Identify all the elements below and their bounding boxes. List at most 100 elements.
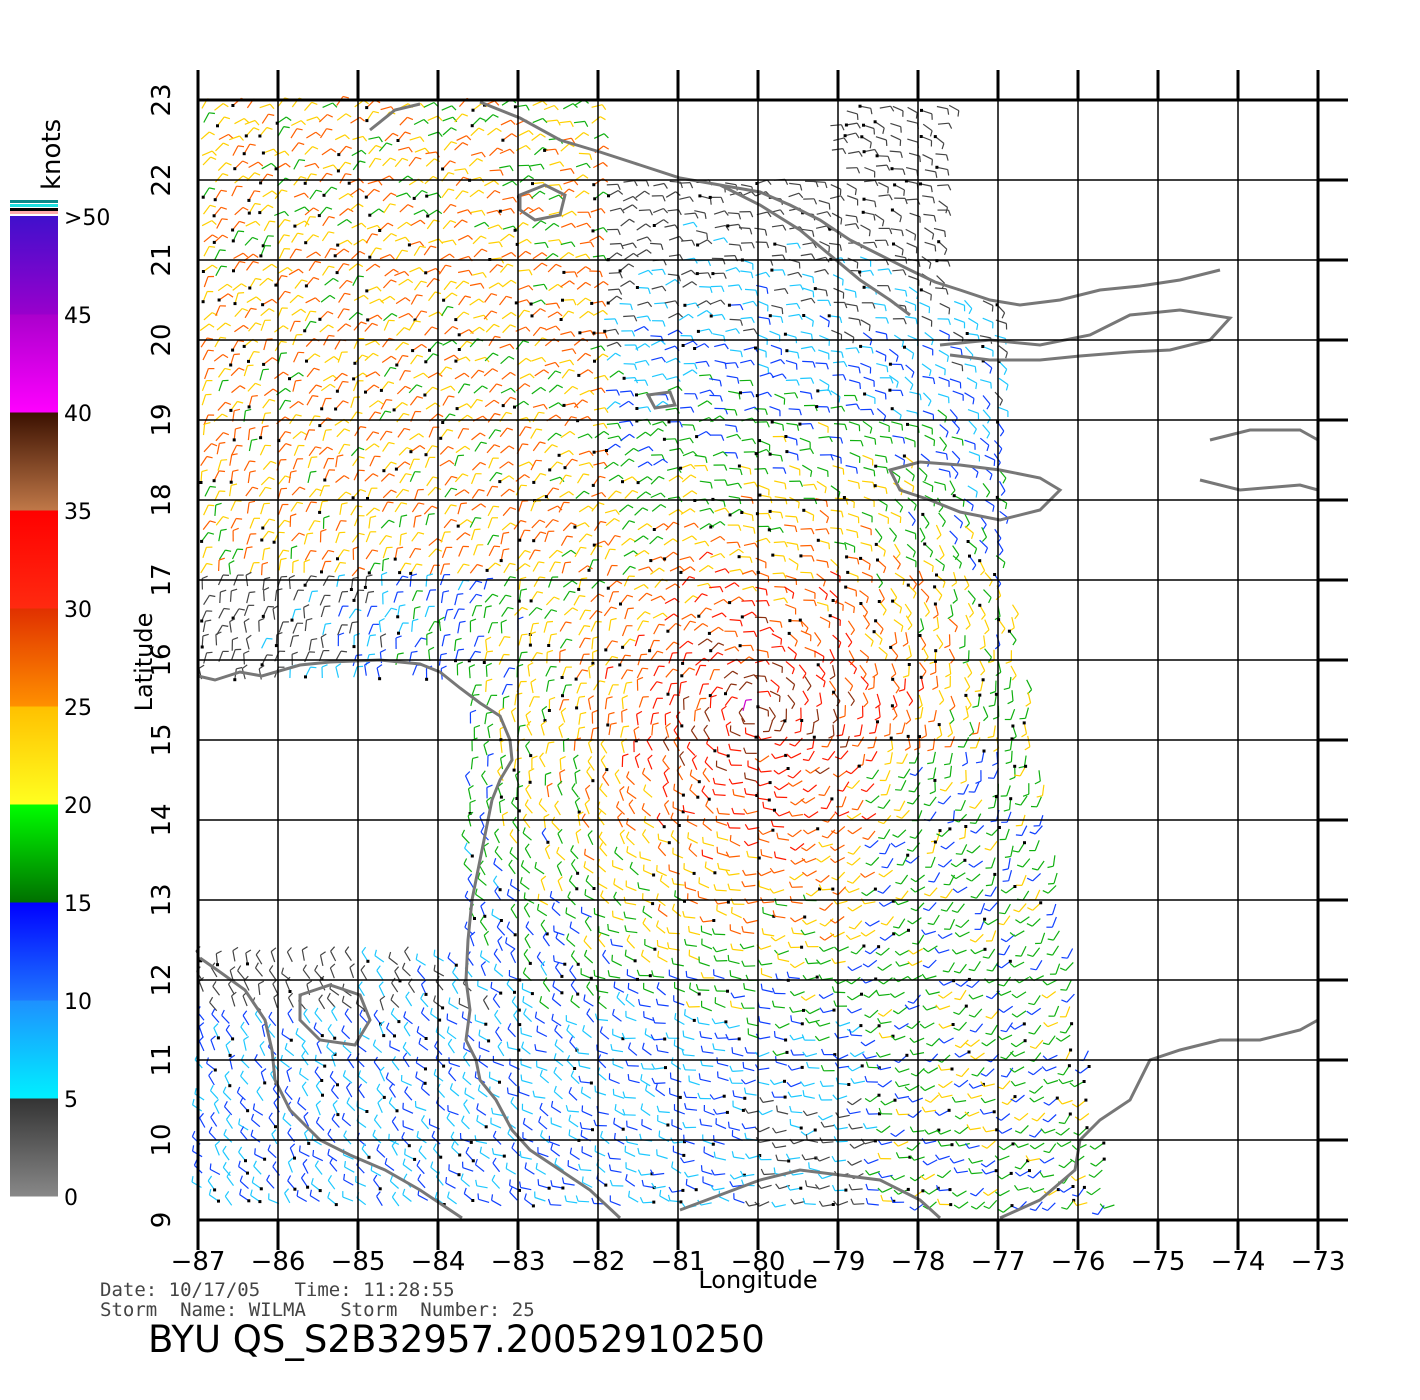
rain-flag-1747 [788, 619, 792, 623]
wind-barb-961 [350, 397, 355, 408]
rain-flag-1741 [697, 614, 701, 618]
wind-barb-545 [533, 283, 545, 287]
wind-barb-625 [982, 300, 994, 307]
wind-barb-feather-1625 [599, 579, 606, 584]
wind-barb-feather-1142 [648, 446, 654, 452]
wind-barb-feather-194 [528, 175, 534, 180]
wind-barb-1478 [818, 539, 830, 544]
wind-barb-feather-953 [237, 400, 244, 404]
wind-barb-feather-1497 [291, 545, 298, 549]
wind-barb-1103 [864, 435, 876, 440]
wind-barb-1731 [544, 609, 552, 619]
wind-barb-75 [277, 126, 285, 137]
wind-barb-1987 [546, 680, 550, 692]
wind-barb-2183 [634, 757, 640, 768]
wind-barb-feather-1418 [738, 524, 742, 531]
wind-barb-feather-686 [282, 325, 289, 330]
wind-barb-1565 [503, 563, 511, 574]
wind-barb-feather-1980 [1003, 687, 1010, 690]
wind-barb-622 [939, 302, 950, 309]
wind-barb-feather-2165 [927, 762, 934, 765]
wind-barb-feather-380 [312, 234, 320, 238]
wind-barb-1744 [742, 611, 753, 618]
wind-barb-1335 [290, 501, 298, 512]
wind-barb-feather-363 [811, 230, 815, 237]
wind-barb-feather-1787 [565, 621, 572, 624]
wind-barb-1067 [322, 430, 327, 441]
wind-barb-160 [499, 165, 511, 169]
wind-barb-564 [815, 288, 827, 291]
wind-barb-1468 [663, 538, 674, 546]
wind-barb-1534 [846, 556, 858, 560]
wind-barb-feather-1758 [954, 626, 958, 633]
wind-barb-feather-2000 [746, 681, 753, 685]
wind-barb-feather-291 [481, 210, 486, 216]
wind-barb-1472 [726, 541, 738, 544]
wind-barb-feather-1886 [397, 652, 404, 655]
wind-barb-feather-1223 [232, 469, 239, 472]
wind-barb-1654 [219, 591, 221, 604]
wind-barb-feather-1810 [902, 642, 909, 647]
wind-barb-feather-2232 [773, 785, 780, 791]
wind-barb-1278 [245, 486, 253, 497]
wind-barb-102 [907, 138, 918, 143]
wind-barb-1087 [620, 433, 630, 442]
wind-barb-feather-613 [810, 297, 816, 304]
wind-barb-feather-598 [585, 297, 592, 302]
wind-barb-1647 [920, 588, 930, 598]
wind-barb-feather-925 [630, 390, 635, 397]
wind-barb-591 [469, 298, 480, 306]
wind-barb-671 [860, 319, 871, 326]
wind-barb-607 [710, 299, 722, 305]
wind-barb-feather-2075 [721, 705, 727, 711]
wind-barb-2239 [886, 784, 891, 795]
wind-barb-feather-71 [228, 133, 234, 139]
wind-barb-feather-433 [359, 250, 366, 255]
rain-flag-281 [317, 214, 321, 218]
wind-barb-feather-600 [616, 295, 623, 300]
rain-flag-1413 [652, 528, 656, 531]
wind-barb-1519 [623, 550, 634, 557]
wind-barb-feather-1527 [749, 556, 753, 563]
rain-flag-1061 [232, 438, 236, 442]
wind-barb-522 [936, 275, 945, 284]
wind-barb-feather-888 [890, 377, 894, 384]
wind-barb-feather-1621 [539, 576, 546, 579]
wind-barb-146 [293, 159, 300, 170]
wind-barb-1207 [801, 464, 813, 472]
wind-barb-feather-671 [868, 325, 871, 332]
wind-barb-1124 [364, 443, 375, 451]
wind-barb-feather-1426 [856, 532, 859, 539]
rain-flag-1748 [798, 618, 802, 622]
wind-barb-2177 [539, 757, 546, 768]
rain-flag-1222 [212, 479, 216, 483]
wind-barb-1376 [908, 511, 916, 521]
wind-barb-feather-2242 [929, 790, 936, 795]
wind-barb-1588 [847, 571, 859, 577]
wind-barb-feather-1540 [942, 565, 945, 572]
wind-barb-feather-808 [492, 352, 499, 357]
wind-barb-69 [937, 122, 949, 125]
wind-barb-feather-1203 [749, 468, 752, 475]
wind-barb-feather-264 [828, 203, 831, 210]
rain-flag-1559 [409, 571, 413, 575]
wind-barb-feather-1228 [310, 470, 317, 473]
wind-barb-43 [318, 114, 328, 123]
wind-barb-feather-1593 [918, 580, 924, 586]
wind-barb-feather-555 [691, 281, 698, 286]
wind-barb-1810 [905, 632, 909, 644]
wind-barb-feather-1635 [752, 586, 757, 592]
wind-barb-396 [548, 239, 560, 242]
wind-barb-642 [428, 311, 439, 318]
wind-barb-333 [351, 222, 362, 229]
wind-barb-feather-2049 [905, 719, 911, 725]
wind-barb-feather-1136 [551, 444, 558, 448]
wind-barb-668 [819, 315, 830, 322]
wind-barb-1997 [699, 684, 704, 695]
wind-barb-874 [666, 376, 677, 381]
wind-barb-2065 [578, 713, 581, 725]
wind-barb-1032 [606, 422, 618, 425]
wind-barb-321 [923, 213, 935, 217]
wind-barb-917 [500, 387, 512, 394]
wind-barb-feather-915 [481, 385, 488, 390]
